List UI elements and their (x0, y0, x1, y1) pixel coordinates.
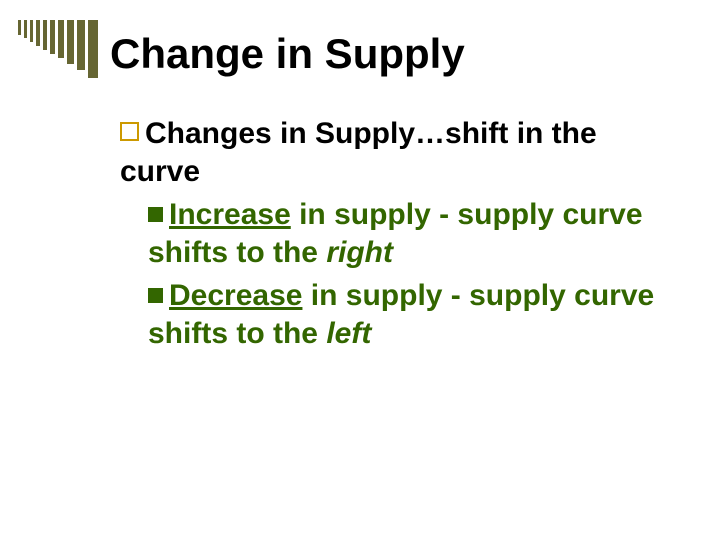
deco-bar (43, 20, 47, 50)
slide-title: Change in Supply (110, 30, 465, 78)
deco-bar (67, 20, 74, 64)
decorative-bars (18, 20, 98, 78)
bullet-level2: Increase in supply - supply curve shifts… (148, 196, 680, 271)
bullet-level1: Changes in Supply…shift in the curve (120, 115, 680, 190)
deco-bar (50, 20, 55, 54)
deco-bar (36, 20, 40, 46)
deco-bar (24, 20, 27, 38)
deco-bar (88, 20, 98, 78)
solid-square-icon (148, 288, 163, 303)
deco-bar (30, 20, 33, 42)
deco-bar (77, 20, 85, 70)
hollow-square-icon (120, 122, 139, 141)
solid-square-icon (148, 207, 163, 222)
deco-bar (18, 20, 21, 35)
deco-bar (58, 20, 64, 58)
slide-content: Changes in Supply…shift in the curve Inc… (120, 115, 680, 358)
italic-term: right (326, 236, 393, 269)
level1-text: Changes in Supply…shift in the curve (120, 117, 597, 188)
underlined-term: Decrease (169, 279, 302, 312)
italic-term: left (326, 317, 371, 350)
bullet-level2: Decrease in supply - supply curve shifts… (148, 277, 680, 352)
underlined-term: Increase (169, 198, 291, 231)
